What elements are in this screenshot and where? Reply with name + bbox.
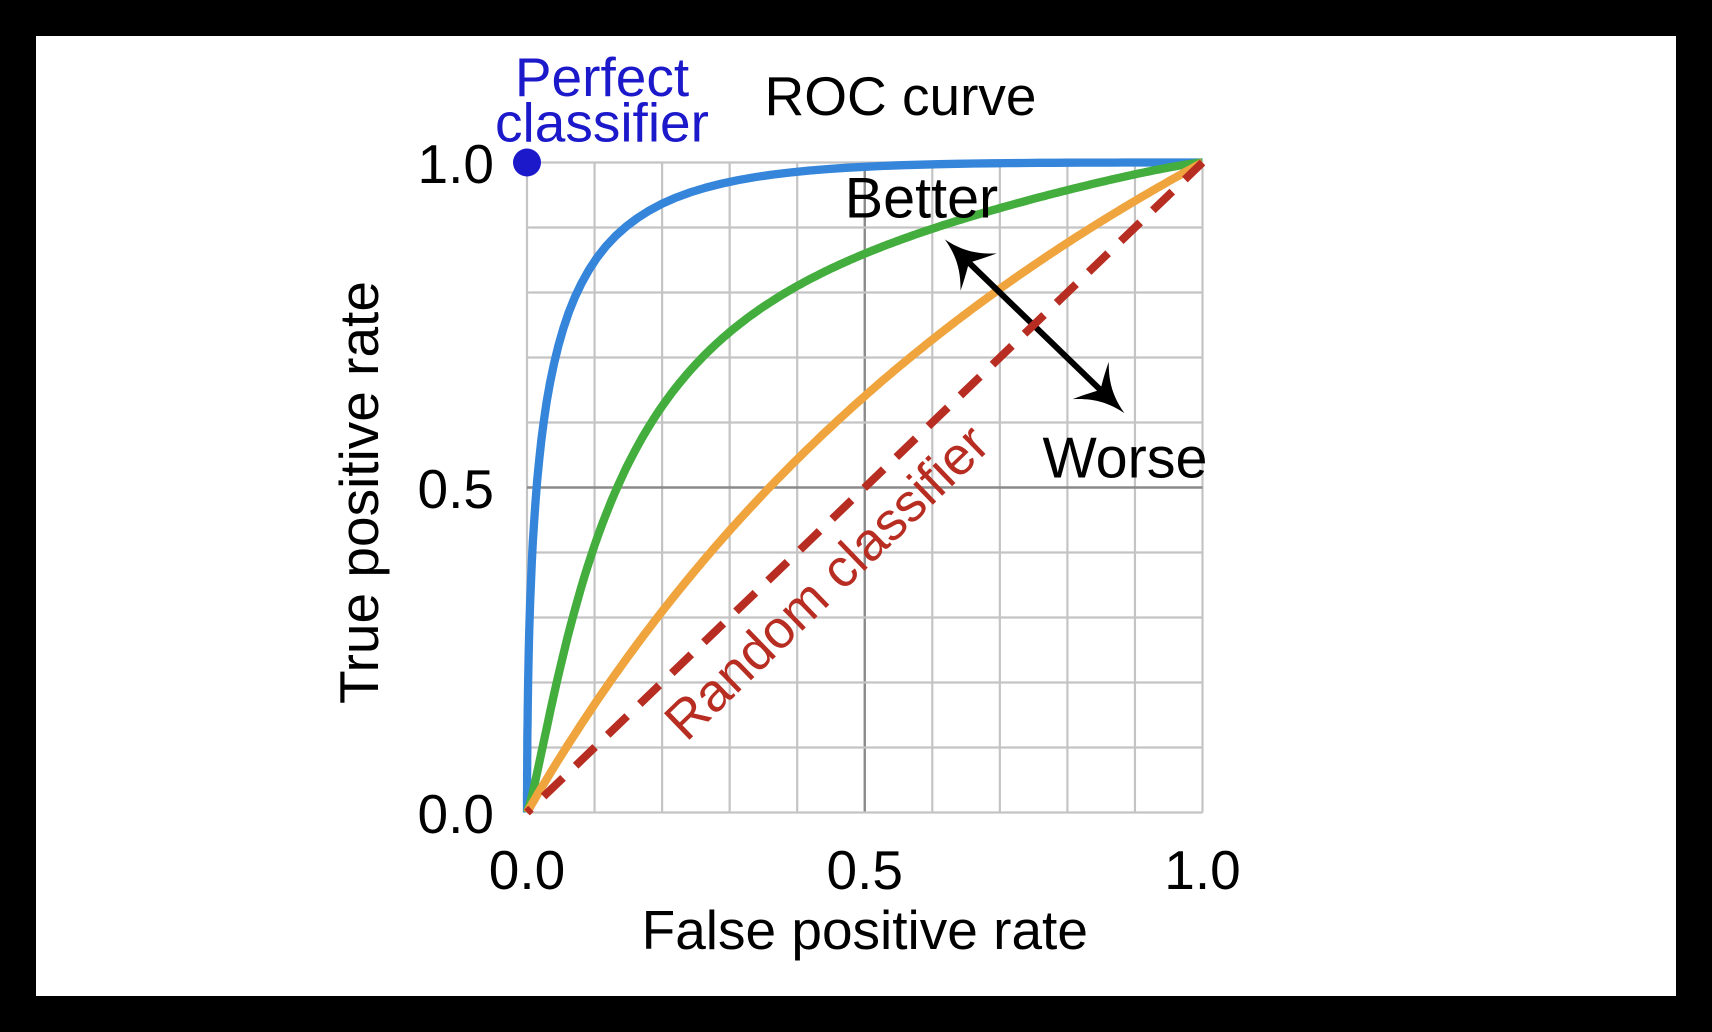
svg-text:0.5: 0.5 [827,839,903,901]
svg-text:Better: Better [845,167,998,231]
svg-text:0.0: 0.0 [418,783,494,845]
svg-text:1.0: 1.0 [1164,839,1240,901]
svg-text:Perfect: Perfect [515,46,689,108]
svg-text:classifier: classifier [495,92,709,154]
svg-text:1.0: 1.0 [418,133,494,195]
svg-text:Worse: Worse [1042,427,1207,491]
svg-text:True positive rate: True positive rate [328,281,390,704]
svg-text:0.0: 0.0 [489,839,565,901]
svg-text:False positive rate: False positive rate [642,899,1088,961]
svg-text:0.5: 0.5 [418,458,494,520]
svg-text:ROC curve: ROC curve [765,65,1037,127]
